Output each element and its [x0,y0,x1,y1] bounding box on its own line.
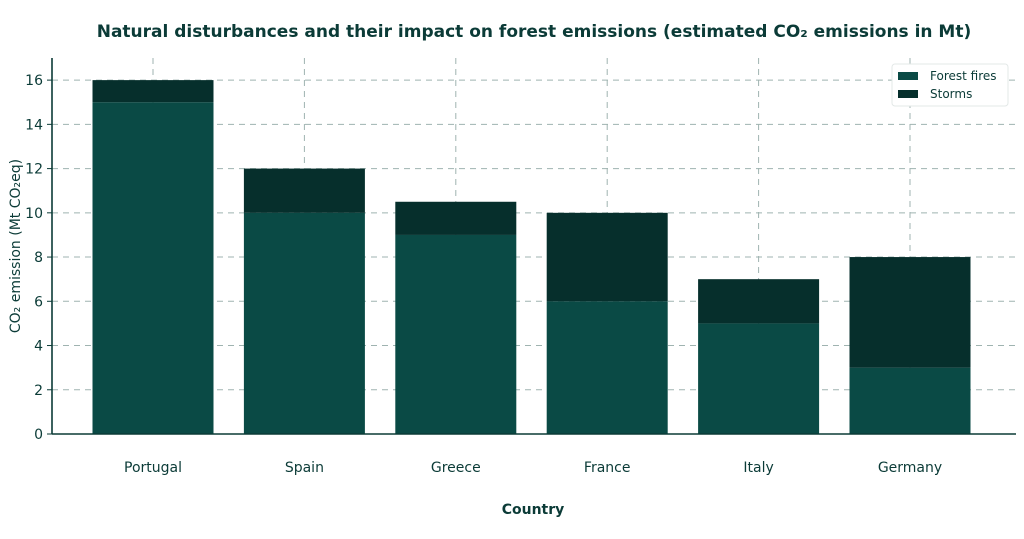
x-tick-label-portugal: Portugal [124,460,182,476]
legend: Forest fires Storms [891,63,1009,107]
y-tick-label-2: 2 [34,383,43,399]
bar-storms-spain [243,168,365,213]
legend-label-storms: Storms [930,87,972,101]
y-tick-label-14: 14 [25,117,43,133]
bar-storms-portugal [92,80,214,103]
y-ticks: 0 2 4 6 8 10 12 14 16 [25,73,52,443]
chart-title: Natural disturbances and their impact on… [97,22,972,42]
bar-forest-fires-italy [698,323,820,434]
x-tick-label-france: France [584,460,631,476]
x-tick-labels: Portugal Spain Greece France Italy Germany [124,460,942,476]
x-axis-title: Country [502,502,565,518]
bar-forest-fires-spain [243,212,365,434]
y-axis-title: CO₂ emission (Mt CO₂eq) [8,159,24,333]
legend-label-forest-fires: Forest fires [930,69,997,83]
bar-forest-fires-germany [849,367,971,434]
bar-forest-fires-greece [395,234,517,434]
bar-storms-greece [395,201,517,235]
legend-swatch-forest-fires [898,72,918,80]
y-tick-label-12: 12 [25,162,43,178]
bars [92,80,971,434]
x-tick-label-italy: Italy [743,460,773,476]
bar-forest-fires-france [546,301,668,434]
y-tick-label-10: 10 [25,206,43,222]
bar-forest-fires-portugal [92,102,214,434]
bar-storms-france [546,212,668,302]
y-tick-label-8: 8 [34,250,43,266]
bar-storms-germany [849,257,971,368]
y-tick-label-16: 16 [25,73,43,89]
legend-box [891,63,1009,107]
legend-swatch-storms [898,90,918,98]
y-tick-label-4: 4 [34,339,43,355]
bar-storms-italy [698,279,820,324]
x-tick-label-spain: Spain [285,460,324,476]
x-tick-label-greece: Greece [431,460,481,476]
axes [51,58,1016,435]
y-tick-label-6: 6 [34,294,43,310]
x-tick-label-germany: Germany [878,460,942,476]
y-tick-label-0: 0 [34,427,43,443]
